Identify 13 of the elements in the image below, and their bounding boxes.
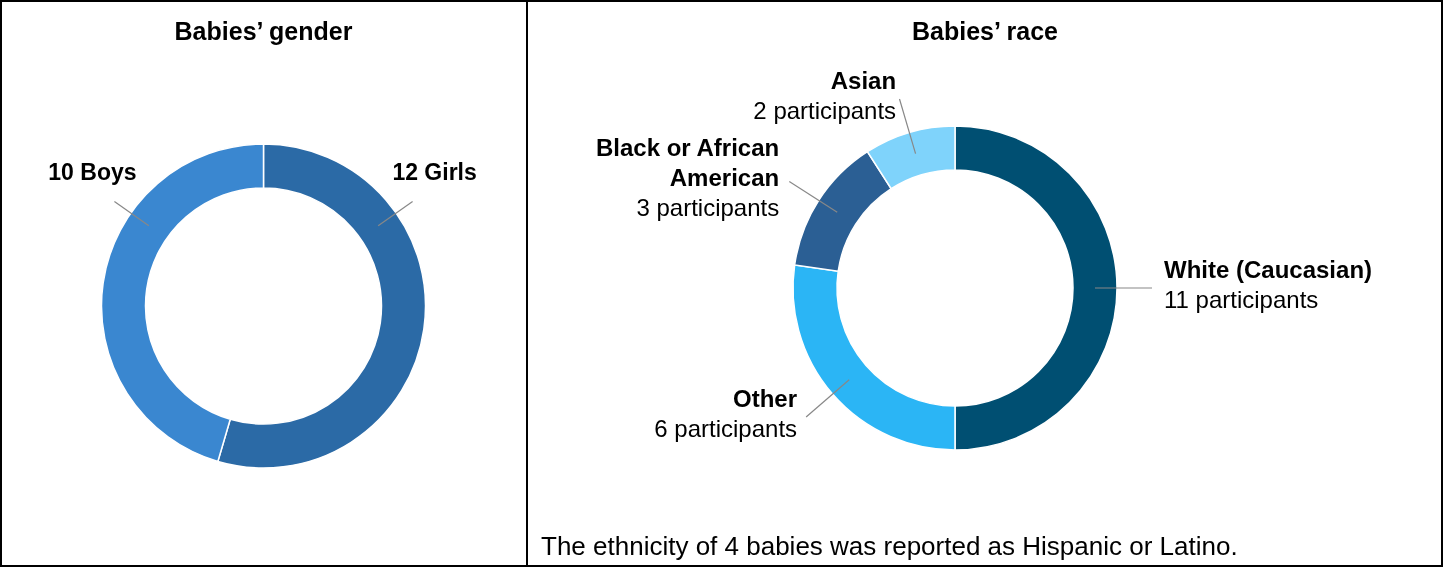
chart-title: Babies’ gender	[174, 17, 353, 45]
data-label: 3 participants	[636, 194, 780, 222]
slice-label: Asian	[830, 66, 897, 94]
slice-label: Other	[733, 385, 798, 413]
slice-label: Black or African American	[595, 134, 780, 192]
text: The ethnicity of 4 babies was reported as Hispanic or Latino.	[541, 531, 1238, 561]
slice-label: 12 Girls	[392, 158, 477, 185]
data-label: 6 participants	[654, 415, 798, 443]
slice-label: White (Caucasian)	[1164, 256, 1373, 283]
slice-label: 10 Boys	[48, 158, 137, 185]
data-label: 11 participants	[1164, 286, 1319, 313]
chart-title: Babies’ race	[912, 17, 1059, 45]
data-label: 2 participants	[753, 96, 897, 124]
